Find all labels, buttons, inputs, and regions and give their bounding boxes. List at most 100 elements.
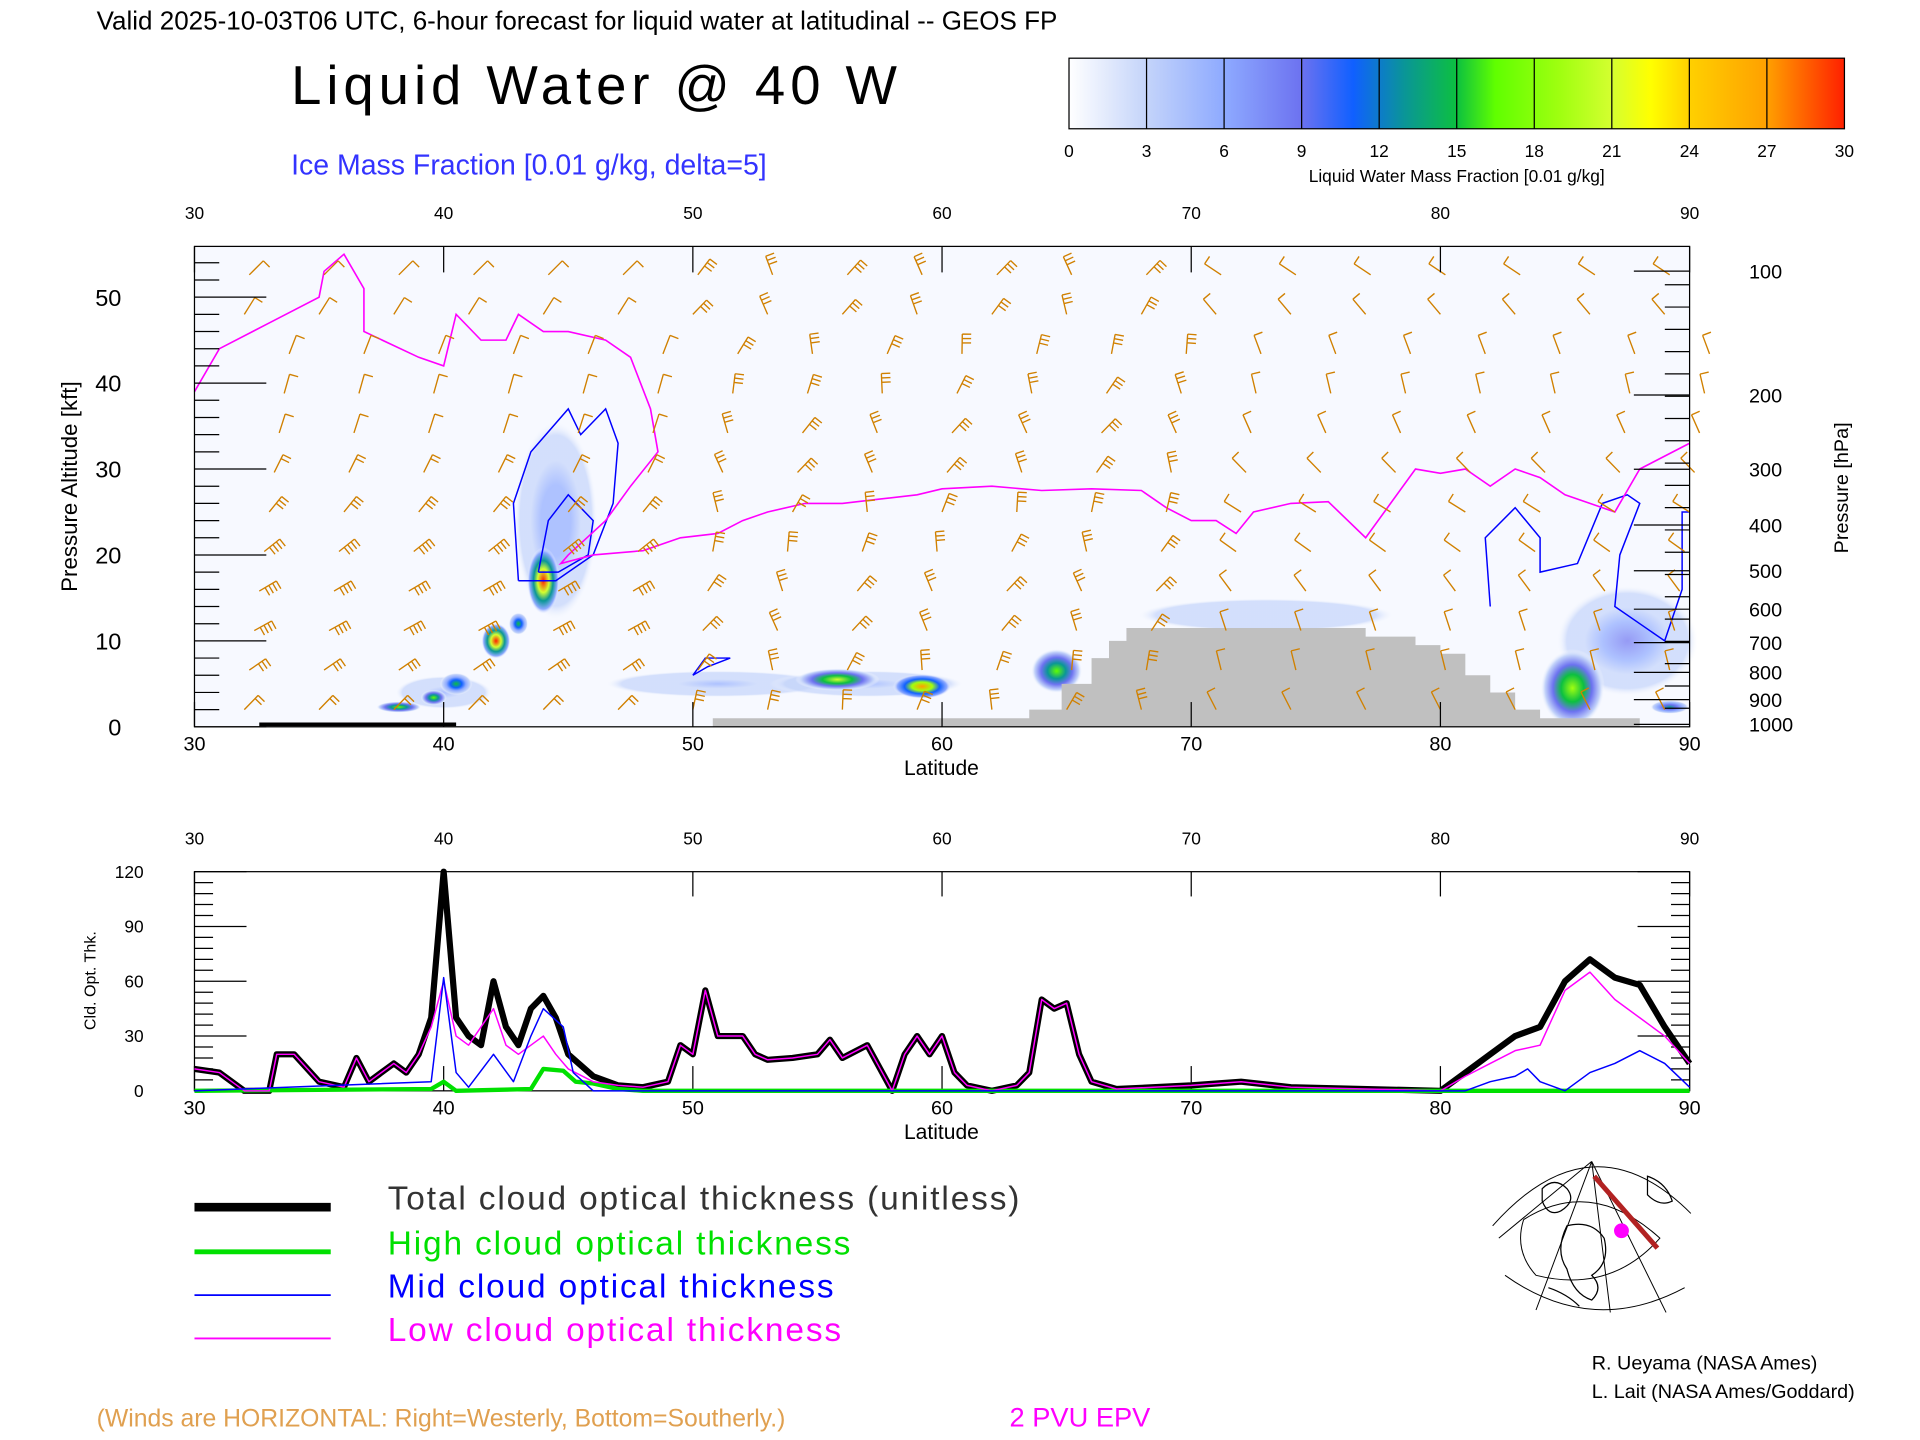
wind-barb: [1101, 418, 1123, 434]
wind-barb: [547, 260, 570, 276]
valid-line: Valid 2025-10-03T06 UTC, 6-hour forecast…: [97, 6, 1058, 36]
colorbar-tick: 18: [1525, 141, 1544, 161]
wind-barb: [1616, 410, 1626, 434]
y-tick-label: 20: [95, 543, 121, 569]
optical-thickness-panel: 30 30 40 40 50 50 60 60 70 70 80 80 90 90 0 30 60 90 120: [115, 828, 1701, 1119]
wind-barb: [1140, 296, 1160, 315]
y-tick-label: 0: [134, 1081, 144, 1101]
colorbar-tick: 15: [1447, 141, 1466, 161]
winds-note: (Winds are HORIZONTAL: Right=Westerly, B…: [97, 1405, 786, 1432]
wind-barb: [1072, 568, 1086, 592]
wind-barb: [1105, 376, 1126, 394]
wind-barb: [413, 538, 436, 555]
main-ylabel: Pressure Altitude [kft]: [57, 381, 82, 591]
wind-barb: [1242, 410, 1252, 434]
x-tick-label: 70: [1180, 1097, 1202, 1119]
wind-barb: [243, 296, 263, 315]
wind-barb: [923, 568, 937, 592]
pressure-tick-label: 300: [1749, 460, 1782, 482]
wind-barb: [920, 649, 931, 671]
wind-barb: [288, 334, 305, 355]
wind-barb: [478, 620, 501, 636]
wind-barb: [767, 648, 780, 671]
wind-barb: [851, 615, 873, 632]
pressure-tick-label: 700: [1749, 633, 1782, 655]
wind-barb: [1294, 608, 1304, 631]
epv-label: 2 PVU EPV: [1010, 1401, 1152, 1432]
wind-barb: [318, 296, 338, 315]
wind-barb: [1090, 491, 1105, 513]
wind-barb: [587, 334, 604, 355]
credit-lait: L. Lait (NASA Ames/Goddard): [1592, 1381, 1855, 1403]
wind-barb: [886, 335, 904, 355]
wind-barb: [268, 496, 290, 513]
wind-barb: [1651, 292, 1666, 315]
wind-barb: [1001, 614, 1022, 632]
wind-barb: [1597, 493, 1616, 513]
wind-barb: [258, 580, 282, 596]
map-marker: [1614, 1223, 1629, 1239]
wind-barb: [1381, 451, 1397, 473]
plot-subtitle: Ice Mass Fraction [0.01 g/kg, delta=5]: [291, 150, 767, 182]
wind-barb: [1277, 292, 1292, 315]
wind-barb: [1518, 608, 1528, 631]
wind-barb: [1430, 687, 1442, 710]
wind-barb: [552, 620, 576, 636]
wind-barb: [1667, 532, 1686, 553]
y-tick-label: 50: [95, 285, 121, 311]
wind-barb: [1231, 451, 1247, 473]
wind-barb: [1014, 450, 1027, 473]
wind-barb: [433, 373, 448, 394]
x-tick-label: 60: [931, 733, 953, 755]
x-top-tick-label: 90: [1680, 203, 1699, 223]
x-top-tick-label: 50: [683, 203, 702, 223]
wind-barb: [542, 296, 562, 315]
y-tick-label: 120: [115, 862, 144, 882]
wind-barb: [1517, 569, 1531, 592]
wind-barb: [642, 496, 663, 513]
wind-barb: [1501, 292, 1516, 315]
wind-barb: [846, 651, 865, 671]
wind-barb: [318, 694, 340, 711]
wind-barb: [1062, 252, 1076, 276]
wind-barb: [1290, 648, 1300, 671]
wind-barb: [1477, 331, 1487, 355]
wind-barb: [473, 658, 496, 672]
wind-barb: [1293, 569, 1307, 592]
wind-barb: [1672, 493, 1690, 513]
legend-label: Low cloud optical thickness: [388, 1312, 843, 1349]
main-y2label: Pressure [hPa]: [1831, 422, 1853, 553]
wind-barb: [712, 531, 726, 552]
wind-barb: [1356, 687, 1367, 710]
wind-barb: [1428, 256, 1446, 276]
wind-barb: [617, 694, 639, 711]
wind-barb: [507, 373, 523, 394]
pressure-tick-label: 500: [1749, 561, 1782, 583]
wind-barb: [1627, 331, 1637, 355]
wind-barb: [1353, 256, 1372, 276]
wind-barb: [951, 417, 973, 434]
wind-barb: [1549, 371, 1560, 394]
wind-barb: [1699, 371, 1709, 394]
wind-barb: [1135, 687, 1148, 710]
terrain: [712, 627, 1640, 727]
wind-barb: [1011, 533, 1030, 552]
ice-contour: [1484, 493, 1690, 643]
wind-barb: [1439, 648, 1450, 671]
wind-barb: [1701, 331, 1712, 355]
wind-barb: [880, 372, 891, 394]
wind-barb: [473, 260, 495, 276]
pressure-tick-label: 200: [1749, 385, 1782, 407]
wind-barb: [1066, 691, 1085, 710]
wind-barb: [1036, 333, 1051, 355]
x-tick-label: 80: [1429, 1097, 1451, 1119]
wind-barb: [1593, 608, 1603, 631]
wind-barb: [1081, 529, 1093, 552]
wind-barb: [1325, 371, 1336, 394]
wind-barb: [428, 413, 444, 434]
x-top-tick-label: 70: [1182, 203, 1201, 223]
wind-barb: [1552, 331, 1562, 355]
wind-barb: [1219, 608, 1229, 631]
wind-barb: [582, 373, 598, 394]
wind-barb: [1503, 256, 1521, 276]
